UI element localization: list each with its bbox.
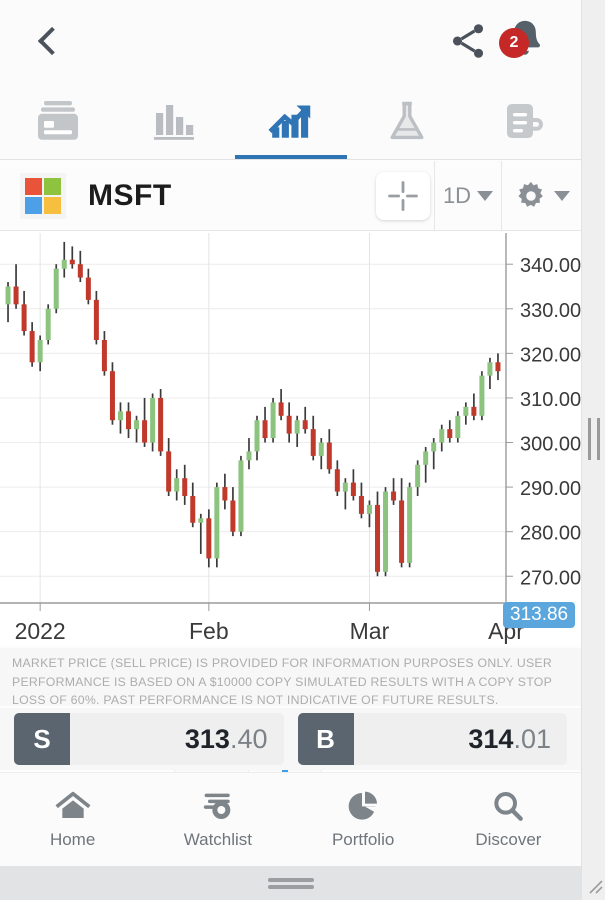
share-icon bbox=[452, 24, 484, 58]
chevron-left-icon bbox=[37, 26, 67, 56]
nav-label-watchlist: Watchlist bbox=[183, 830, 253, 849]
nav-label-discover: Discover bbox=[475, 830, 542, 849]
gear-icon bbox=[518, 181, 543, 207]
resize-handle[interactable] bbox=[588, 418, 600, 460]
trade-bar: S 313.40 B 314.01 bbox=[0, 708, 581, 770]
tab-chart[interactable] bbox=[232, 82, 348, 159]
watchlist-eye-icon bbox=[203, 793, 231, 819]
sell-price-whole: 313 bbox=[184, 723, 230, 754]
feed-card-icon bbox=[38, 100, 79, 140]
tab-research[interactable] bbox=[349, 82, 465, 159]
tab-feed[interactable] bbox=[0, 82, 116, 159]
buy-price-whole: 314 bbox=[468, 723, 514, 754]
pie-chart-icon bbox=[348, 791, 378, 820]
buy-price-decimal: .01 bbox=[513, 723, 551, 754]
right-rail bbox=[581, 0, 605, 900]
candlestick-chart-svg: 270.00 280.00 290.00 300.00 310.00 320.00 330.… bbox=[0, 233, 581, 644]
current-price-badge: 313.86 bbox=[503, 602, 576, 628]
bottom-navigation: Home Watchlist Portfolio bbox=[0, 772, 581, 866]
home-indicator bbox=[0, 866, 581, 900]
svg-text:2022: 2022 bbox=[15, 618, 66, 644]
document-icon bbox=[506, 103, 543, 138]
tab-stats[interactable] bbox=[116, 82, 232, 159]
nav-item-discover[interactable]: Discover bbox=[436, 773, 581, 866]
notification-badge: 2 bbox=[499, 28, 529, 58]
sell-tag: S bbox=[14, 713, 70, 765]
caret-down-icon bbox=[554, 190, 570, 201]
svg-text:310.00: 310.00 bbox=[520, 389, 581, 411]
search-icon bbox=[494, 791, 524, 821]
svg-text:Feb: Feb bbox=[189, 618, 229, 644]
sell-button[interactable]: S 313.40 bbox=[14, 713, 284, 765]
chart-settings-button[interactable] bbox=[501, 161, 581, 230]
active-tab-indicator bbox=[234, 155, 347, 159]
nav-label-portfolio: Portfolio bbox=[331, 830, 395, 849]
svg-text:340.00: 340.00 bbox=[520, 255, 581, 277]
svg-text:270.00: 270.00 bbox=[520, 567, 581, 589]
svg-text:290.00: 290.00 bbox=[520, 478, 581, 500]
crosshair-button[interactable] bbox=[376, 172, 430, 220]
flask-icon bbox=[390, 101, 424, 139]
caret-down-icon bbox=[477, 190, 494, 201]
sell-price: 313.40 bbox=[70, 724, 284, 755]
buy-price: 314.01 bbox=[354, 724, 568, 755]
microsoft-logo-icon bbox=[20, 172, 66, 219]
section-tab-bar bbox=[0, 82, 581, 160]
timeframe-selector[interactable]: 1D bbox=[434, 161, 501, 230]
bar-chart-icon bbox=[154, 104, 195, 140]
home-indicator-icon[interactable] bbox=[267, 875, 314, 892]
trend-arrow-icon bbox=[267, 105, 310, 138]
notifications-button[interactable]: 2 bbox=[499, 14, 551, 66]
svg-text:280.00: 280.00 bbox=[520, 523, 581, 545]
nav-item-watchlist[interactable]: Watchlist bbox=[145, 773, 290, 866]
home-icon bbox=[55, 791, 91, 818]
instrument-header: MSFT 1D bbox=[0, 161, 581, 231]
svg-text:330.00: 330.00 bbox=[520, 300, 581, 322]
sell-price-decimal: .40 bbox=[229, 723, 268, 754]
crosshair-icon bbox=[388, 181, 418, 211]
back-button[interactable] bbox=[30, 18, 74, 64]
share-button[interactable] bbox=[447, 20, 489, 62]
svg-text:300.00: 300.00 bbox=[520, 434, 581, 456]
resize-corner-icon[interactable] bbox=[585, 876, 603, 894]
nav-item-home[interactable]: Home bbox=[0, 773, 145, 866]
nav-item-portfolio[interactable]: Portfolio bbox=[291, 773, 436, 866]
disclaimer-text: MARKET PRICE (SELL PRICE) IS PROVIDED FO… bbox=[0, 648, 581, 707]
tab-documents[interactable] bbox=[465, 82, 581, 159]
instrument-symbol: MSFT bbox=[88, 178, 172, 212]
svg-text:320.00: 320.00 bbox=[520, 344, 581, 366]
svg-text:Mar: Mar bbox=[350, 618, 390, 644]
buy-tag: B bbox=[297, 713, 354, 765]
buy-button[interactable]: B 314.01 bbox=[297, 713, 568, 765]
timeframe-label: 1D bbox=[442, 182, 472, 208]
top-bar: 2 bbox=[0, 0, 581, 82]
nav-label-home: Home bbox=[49, 830, 96, 849]
price-chart[interactable]: 270.00 280.00 290.00 300.00 310.00 320.00 330.… bbox=[0, 231, 581, 781]
